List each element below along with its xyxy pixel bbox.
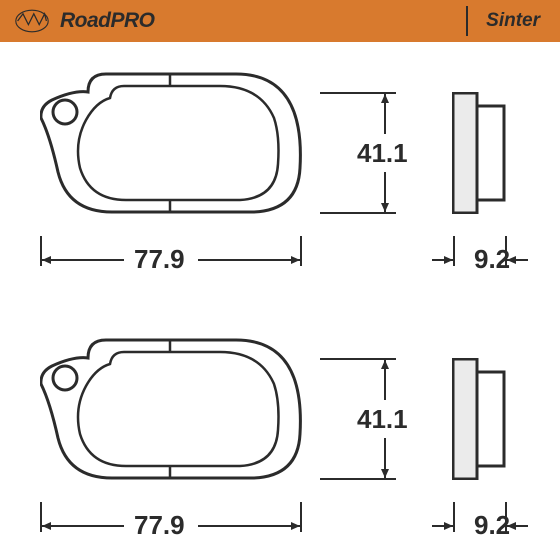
dim-arrow — [381, 469, 389, 478]
dim-line — [42, 525, 124, 527]
dim-height-2: 41.1 — [357, 404, 408, 435]
dim-width-1: 77.9 — [134, 244, 185, 275]
dim-tick — [320, 212, 396, 214]
dim-tick — [453, 502, 455, 532]
dim-arrow — [381, 203, 389, 212]
dim-thick-1: 9.2 — [474, 244, 510, 275]
dim-arrow — [381, 94, 389, 103]
header-divider — [466, 6, 468, 36]
dim-arrow — [381, 360, 389, 369]
brand-name: RoadPRO — [60, 9, 155, 33]
dim-line — [198, 259, 300, 261]
brake-pad-side-2 — [452, 358, 506, 480]
dim-line — [198, 525, 300, 527]
dim-tick — [300, 502, 302, 532]
dim-height-1: 41.1 — [357, 138, 408, 169]
dim-arrow — [42, 256, 51, 264]
dim-tick — [453, 236, 455, 266]
brake-pad-front-2 — [40, 338, 302, 481]
dim-arrow — [42, 522, 51, 530]
brake-pad-front-1 — [40, 72, 302, 215]
dim-tick — [300, 236, 302, 266]
dim-arrow — [291, 522, 300, 530]
dim-thick-2: 9.2 — [474, 510, 510, 541]
brand-logo-icon — [14, 8, 50, 34]
dim-arrow — [444, 522, 453, 530]
product-header: RoadPRO Sinter — [0, 0, 560, 42]
diagram-area: 77.9 41.1 9.2 77.9 41.1 9.2 — [0, 42, 560, 560]
dim-tick — [320, 478, 396, 480]
dim-arrow — [444, 256, 453, 264]
product-compound: Sinter — [486, 10, 540, 32]
brake-pad-side-1 — [452, 92, 506, 214]
dim-line — [42, 259, 124, 261]
dim-arrow — [291, 256, 300, 264]
dim-width-2: 77.9 — [134, 510, 185, 541]
